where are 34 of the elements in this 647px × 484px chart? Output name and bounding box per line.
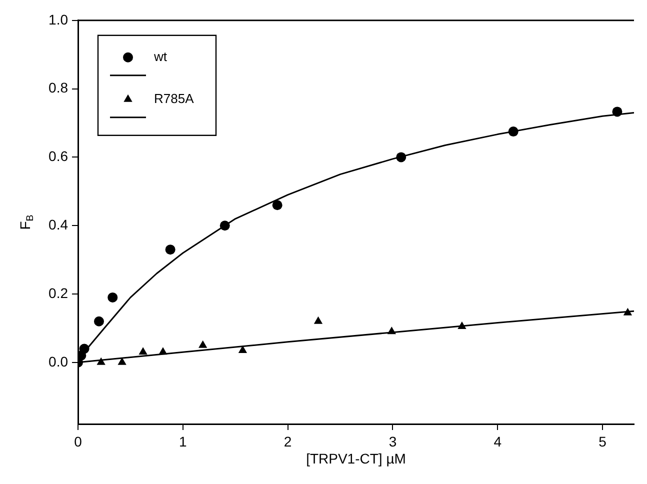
y-tick-label: 0.2 [48, 284, 68, 301]
x-tick-label: 0 [74, 433, 82, 450]
x-axis-title: [TRPV1-CT] µM [306, 450, 406, 466]
point [108, 292, 118, 302]
point [198, 340, 208, 348]
point [387, 326, 396, 334]
point [458, 322, 466, 330]
point [96, 357, 106, 365]
y-tick-label: 1.0 [48, 11, 68, 28]
point [79, 344, 90, 354]
point [138, 347, 148, 355]
point [94, 316, 104, 326]
point [272, 200, 282, 210]
y-tick-label: 0.8 [48, 80, 68, 96]
point [508, 126, 518, 137]
y-tick-label: 0.6 [48, 148, 68, 164]
point [623, 308, 632, 316]
point [165, 244, 176, 255]
point [612, 106, 622, 117]
legend-label: R785A [154, 90, 194, 106]
x-tick-label: 4 [494, 433, 502, 450]
point [238, 345, 248, 353]
legend-label: wt [153, 48, 168, 64]
point [220, 220, 230, 231]
y-tick-label: 0.4 [48, 216, 68, 232]
x-tick-label: 2 [284, 433, 292, 450]
y-axis-title: FB [16, 214, 36, 230]
x-tick-label: 1 [179, 433, 188, 450]
point [314, 316, 323, 324]
x-tick-label: 3 [388, 433, 397, 450]
point [158, 347, 168, 355]
y-tick-label: 0.0 [48, 353, 68, 370]
point [396, 152, 406, 162]
x-tick-label: 5 [598, 433, 607, 450]
